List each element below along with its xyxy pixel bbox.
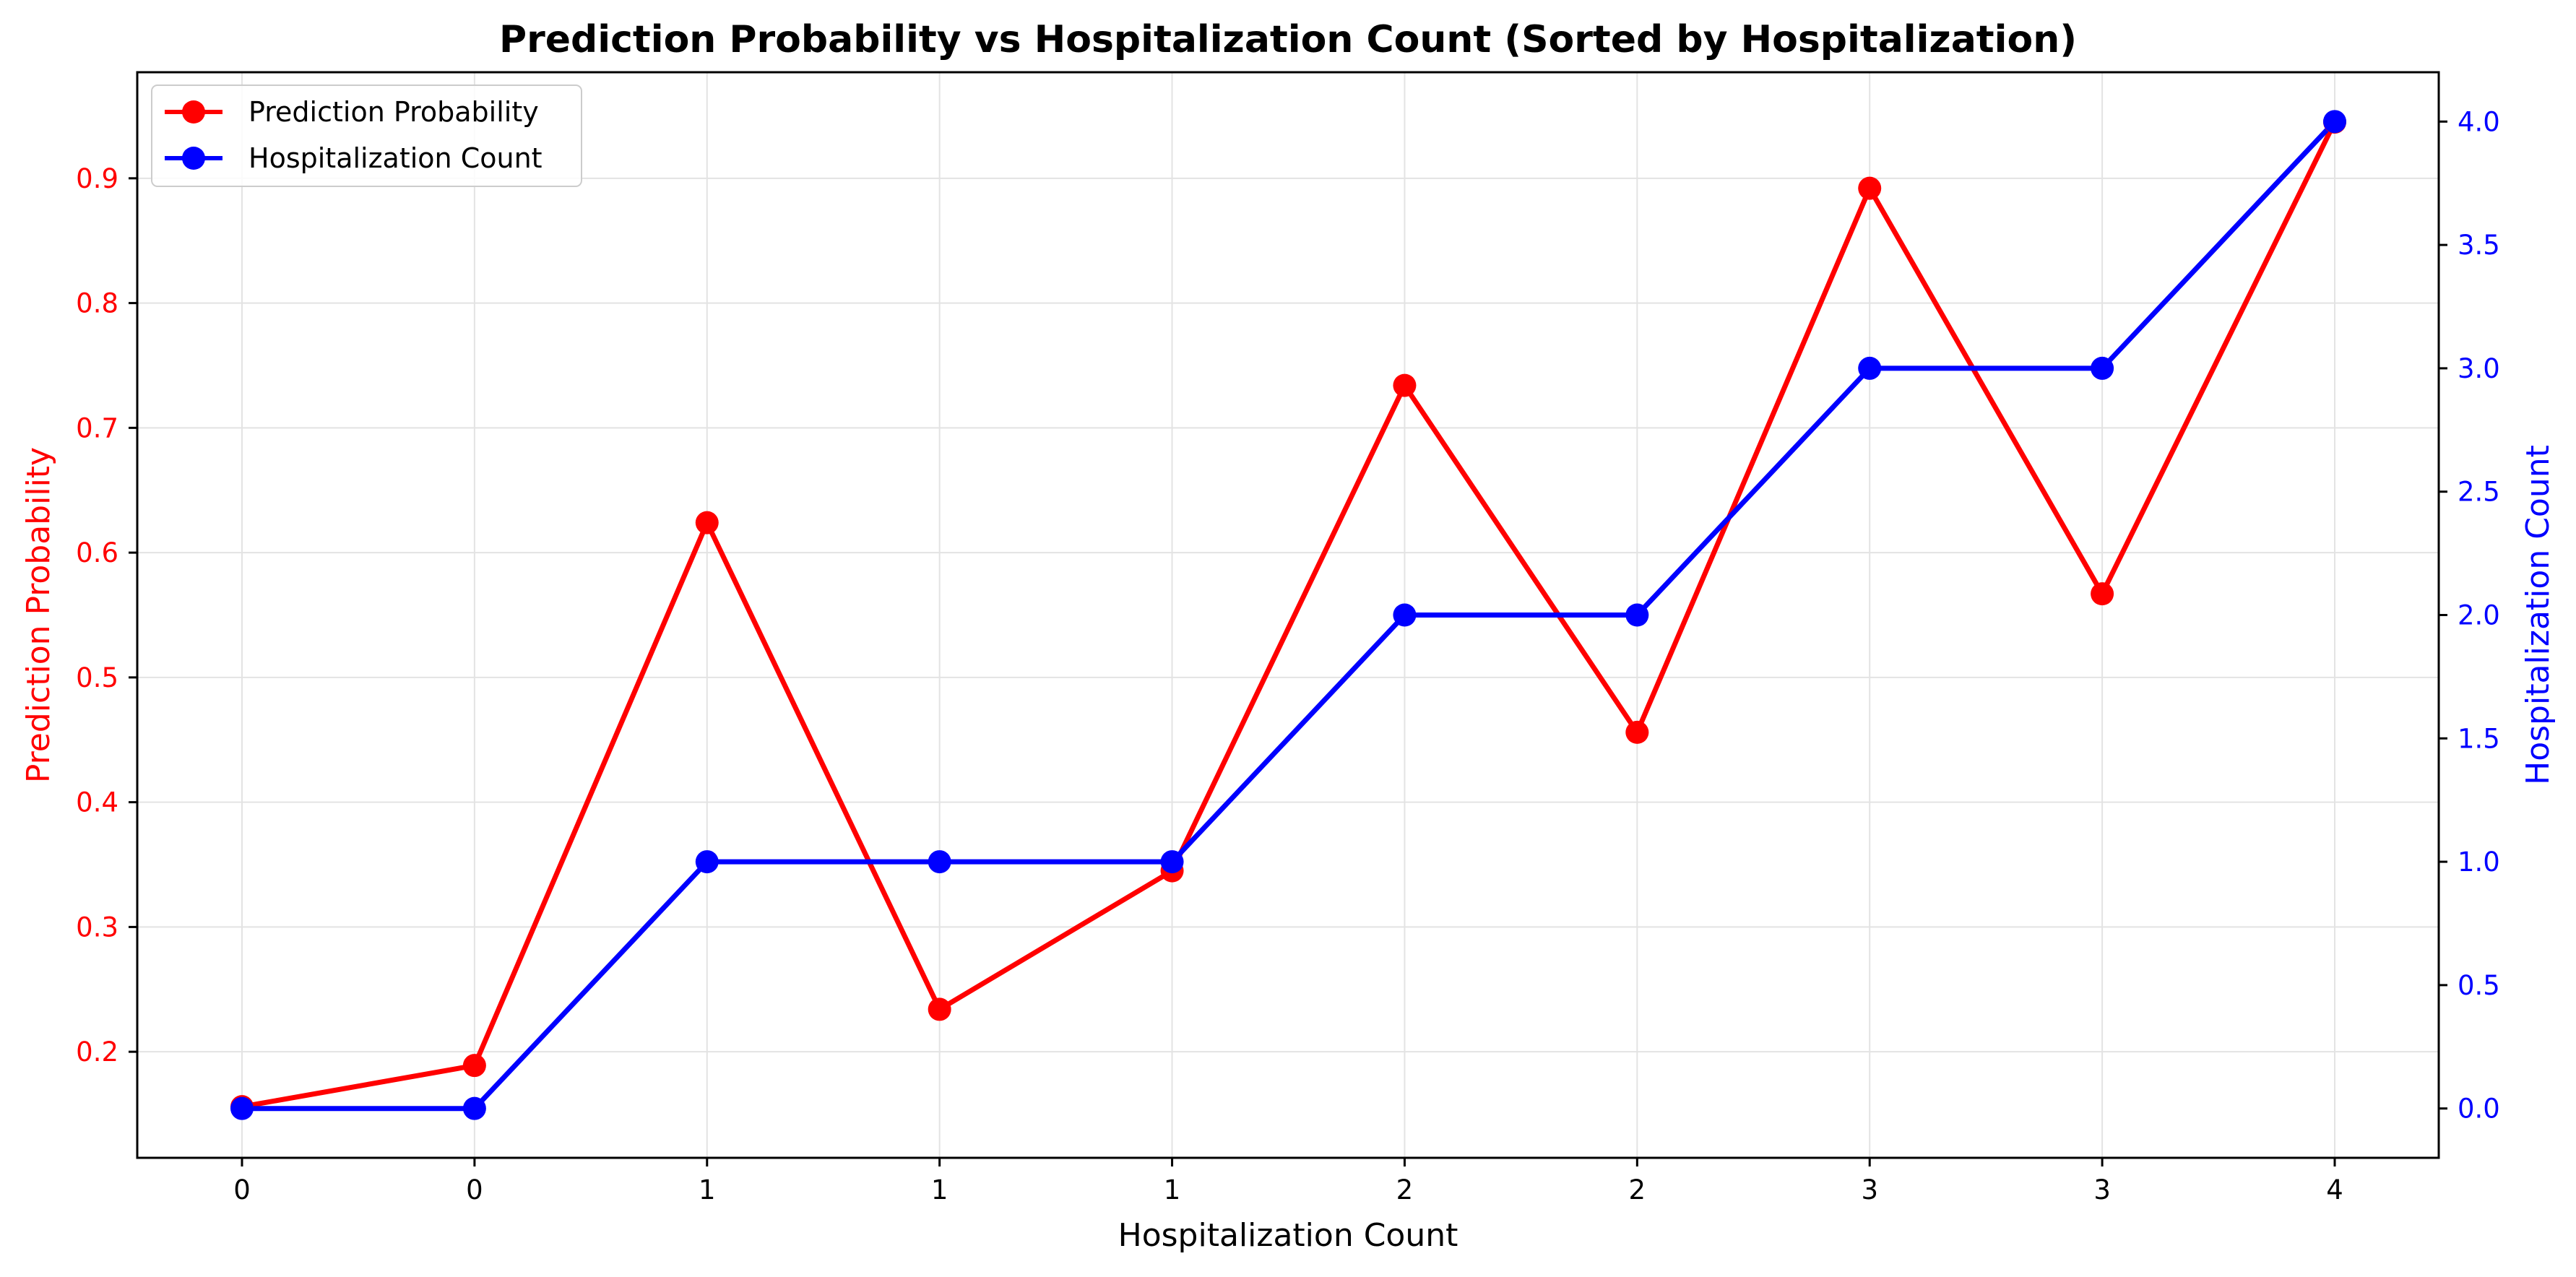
y-left-tick-label: 0.3	[76, 912, 118, 943]
x-tick-label: 2	[1396, 1174, 1414, 1205]
data-point-hospitalization	[2091, 356, 2114, 380]
data-point-hospitalization	[1625, 603, 1649, 627]
data-point-hospitalization	[230, 1096, 254, 1120]
x-tick-label: 3	[1861, 1174, 1878, 1205]
y-right-tick-label: 3.0	[2458, 353, 2500, 384]
data-point-prediction	[2091, 582, 2114, 606]
x-tick-label: 1	[699, 1174, 716, 1205]
y-axis-right-label: Hospitalization Count	[2520, 445, 2556, 785]
y-axis-left-label: Prediction Probability	[20, 447, 57, 783]
x-tick-label: 0	[466, 1174, 483, 1205]
y-left-tick-label: 0.6	[76, 537, 118, 568]
legend-marker-hospitalization	[182, 147, 205, 170]
grid	[137, 72, 2439, 1158]
x-tick-label: 1	[931, 1174, 948, 1205]
legend-box	[151, 85, 582, 187]
y-right-tick-label: 1.5	[2458, 723, 2500, 754]
chart-title: Prediction Probability vs Hospitalizatio…	[499, 18, 2077, 61]
legend-label-hospitalization: Hospitalization Count	[248, 142, 543, 174]
series-line-hospitalization	[239, 118, 2338, 1112]
legend: Prediction Probability Hospitalization C…	[151, 85, 582, 187]
data-point-hospitalization	[462, 1096, 486, 1120]
legend-label-prediction: Prediction Probability	[248, 96, 539, 128]
x-axis-label: Hospitalization Count	[1118, 1217, 1458, 1254]
y-left-tick-label: 0.9	[76, 163, 118, 194]
data-point-prediction	[928, 997, 951, 1021]
data-point-hospitalization	[1393, 603, 1417, 627]
data-point-prediction	[1625, 720, 1649, 744]
x-tick-label: 1	[1164, 1174, 1181, 1205]
y-left-tick-label: 0.4	[76, 787, 118, 818]
x-tick-label: 0	[233, 1174, 251, 1205]
data-point-prediction	[1858, 176, 1882, 200]
x-tick-label: 4	[2326, 1174, 2343, 1205]
x-tick-label: 2	[1629, 1174, 1646, 1205]
data-point-hospitalization	[2323, 110, 2346, 134]
data-point-prediction	[695, 511, 719, 534]
y-right-tick-label: 3.5	[2458, 230, 2500, 261]
axes: 0 0 1 1 1 2 2 3 3 4 0.2 0.3 0.4 0.5 0.6 0.7 0.8 0.9 0.0 0.5…	[76, 106, 2500, 1205]
x-tick-label: 3	[2093, 1174, 2111, 1205]
y-right-tick-label: 0.5	[2458, 970, 2500, 1001]
data-point-prediction	[1393, 373, 1417, 397]
data-point-hospitalization	[928, 850, 951, 874]
data-point-prediction	[462, 1054, 486, 1078]
y-right-tick-label: 0.0	[2458, 1094, 2500, 1125]
y-left-tick-label: 0.5	[76, 662, 118, 693]
y-left-tick-label: 0.8	[76, 288, 118, 319]
series-line-prediction	[239, 119, 2338, 1109]
y-right-tick-label: 2.5	[2458, 477, 2500, 508]
y-left-tick-label: 0.2	[76, 1036, 118, 1068]
y-left-tick-label: 0.7	[76, 412, 118, 443]
data-point-hospitalization	[1858, 356, 1882, 380]
legend-marker-prediction	[182, 100, 205, 124]
y-right-tick-label: 1.0	[2458, 847, 2500, 878]
data-point-hospitalization	[1160, 850, 1184, 874]
series-layer	[230, 110, 2346, 1120]
y-right-tick-label: 2.0	[2458, 600, 2500, 631]
y-right-tick-label: 4.0	[2458, 106, 2500, 137]
data-point-hospitalization	[695, 850, 719, 874]
